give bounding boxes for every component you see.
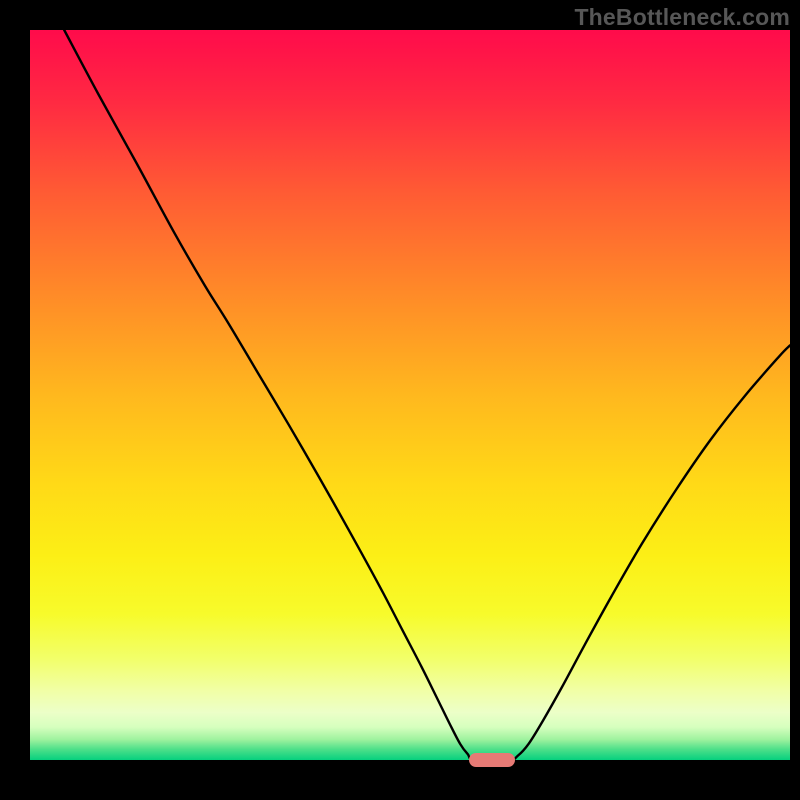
chart-stage: TheBottleneck.com <box>0 0 800 800</box>
watermark-text: TheBottleneck.com <box>574 4 790 31</box>
plot-area <box>30 30 790 760</box>
curve-path <box>64 30 790 761</box>
bottleneck-curve <box>30 30 790 760</box>
optimum-marker <box>469 753 515 767</box>
